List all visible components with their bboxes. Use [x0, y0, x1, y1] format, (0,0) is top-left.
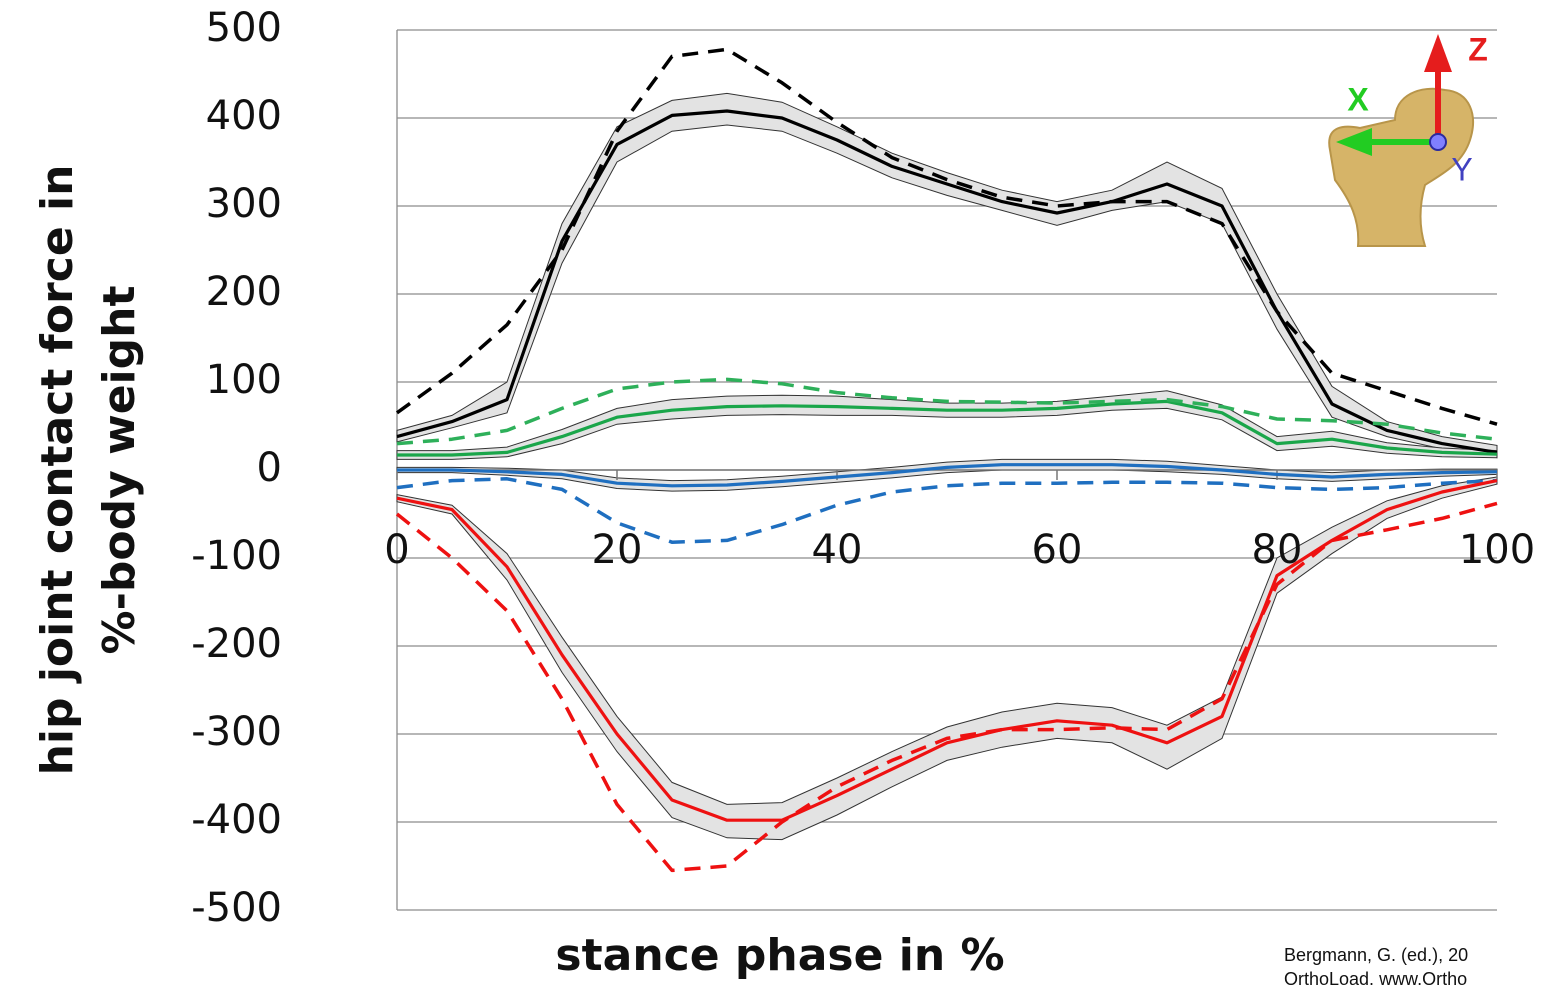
plot-area: 500 400 300 200 100 0 -100 -200 -300 -400 -500 0 20 4…: [191, 5, 1535, 931]
y-tick-label: 400: [206, 93, 282, 139]
credit: Bergmann, G. (ed.), 20: [1284, 945, 1468, 965]
mean-line: [397, 399, 1498, 457]
y-tick-label: 200: [206, 269, 282, 315]
x-tick-label: 20: [592, 527, 643, 573]
x-axis-title: stance phase in %: [555, 930, 1004, 981]
y-axis-dot: [1429, 133, 1447, 151]
y-axis-title: %-body weight: [94, 286, 145, 655]
x-tick-label: 80: [1252, 527, 1303, 573]
y-tick-label: 0: [257, 445, 282, 491]
y-tick-label: -400: [191, 797, 282, 843]
mean-line: [396, 479, 1498, 822]
y-tick-label: 100: [206, 357, 282, 403]
x-tick-label: 0: [384, 527, 409, 573]
credit: OrthoLoad. www.Ortho: [1284, 969, 1467, 986]
x-label: X: [1347, 81, 1369, 117]
z-label: Z: [1468, 31, 1488, 67]
mean-line: [396, 109, 1498, 454]
y-axis-title: hip joint contact force in: [32, 165, 83, 776]
dashed-line: [396, 477, 1498, 544]
dashed-line: [395, 501, 1498, 873]
x-tick-label: 100: [1459, 527, 1535, 573]
x-tick-label: 60: [1032, 527, 1083, 573]
y-tick-label: -100: [191, 533, 282, 579]
y-tick-label: -500: [191, 885, 282, 931]
range-band: [396, 476, 1498, 841]
y-tick-label: -300: [191, 709, 282, 755]
labels: hip joint contact force in %-body weight…: [32, 165, 1468, 986]
x-tick-label: 40: [812, 527, 863, 573]
y-tick-label: -200: [191, 621, 282, 667]
y-label: Y: [1451, 151, 1472, 187]
y-tick-label: 500: [206, 5, 282, 51]
x-arrowhead: [1336, 128, 1372, 156]
dashed-line: [395, 47, 1498, 426]
z-arrowhead: [1424, 34, 1452, 72]
femur-inset: Z X Y: [1328, 31, 1488, 247]
y-tick-label: 300: [206, 181, 282, 227]
mean-line: [397, 463, 1498, 488]
dashed-line: [396, 377, 1498, 446]
